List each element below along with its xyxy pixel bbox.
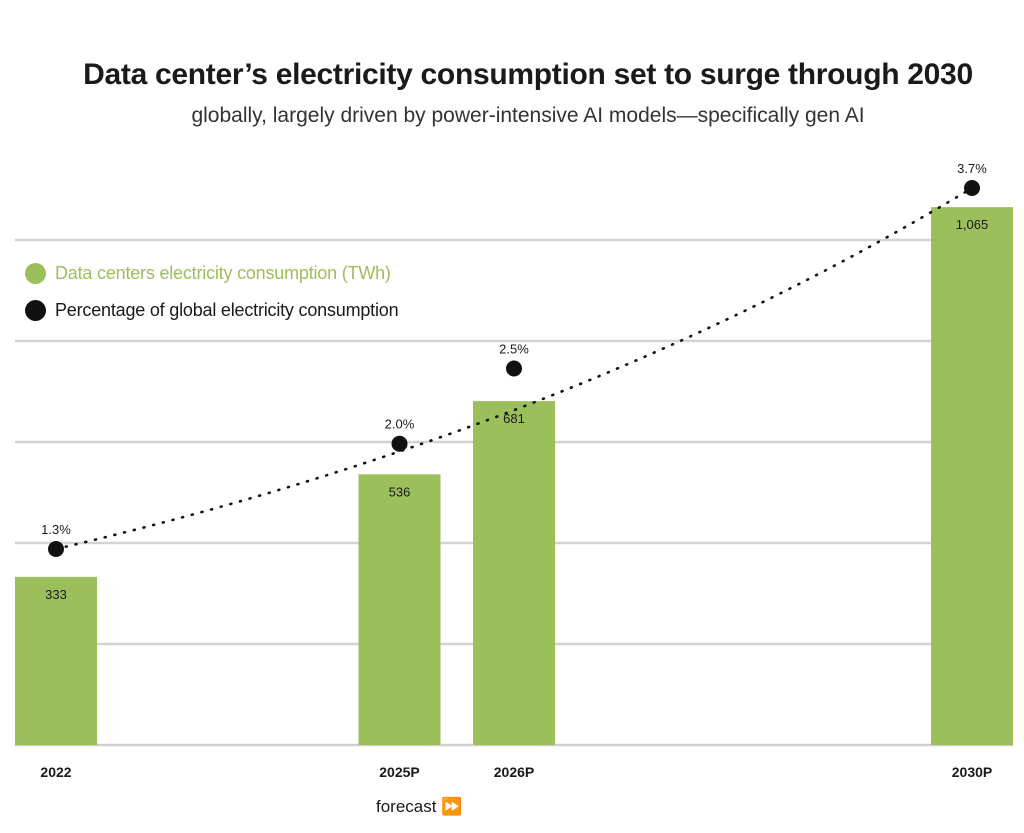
x-tick-label: 2030P (952, 764, 992, 780)
legend-item-consumption: Data centers electricity consumption (TW… (25, 262, 398, 284)
bar-2026p (473, 401, 555, 745)
percentage-point (48, 541, 64, 557)
x-tick-label: 2026P (494, 764, 534, 780)
x-tick-label: 2022 (40, 764, 71, 780)
legend: Data centers electricity consumption (TW… (25, 262, 399, 336)
bar-2025p (358, 474, 441, 745)
legend-swatch-green (25, 262, 46, 284)
bar-2030p (931, 207, 1013, 746)
percentage-label: 2.5% (499, 342, 529, 357)
forecast-label: forecast (376, 797, 437, 816)
percentage-point (964, 180, 980, 196)
fast-forward-icon: ⏩ (441, 797, 463, 816)
percentage-point (506, 360, 522, 377)
legend-label-percentage: Percentage of global electricity consump… (55, 299, 399, 320)
forecast-annotation: forecast ⏩ (376, 797, 462, 817)
percentage-label: 3.7% (957, 161, 987, 176)
legend-swatch-black (25, 299, 46, 321)
legend-item-percentage: Percentage of global electricity consump… (25, 299, 399, 321)
bar-value-label: 536 (389, 484, 411, 499)
bar-value-label: 1,065 (956, 217, 989, 232)
percentage-trend-line (54, 186, 974, 551)
percentage-point (391, 435, 408, 452)
bar-2022 (15, 576, 97, 745)
bar-value-label: 333 (45, 587, 67, 602)
percentage-label: 1.3% (41, 522, 71, 537)
bar-value-label: 681 (503, 411, 525, 426)
x-tick-label: 2025P (379, 764, 419, 780)
chart-title: Data center’s electricity consumption se… (83, 58, 973, 91)
percentage-label: 2.0% (385, 417, 415, 432)
chart-subtitle: globally, largely driven by power-intens… (191, 104, 865, 127)
legend-label-consumption: Data centers electricity consumption (TW… (55, 262, 391, 283)
